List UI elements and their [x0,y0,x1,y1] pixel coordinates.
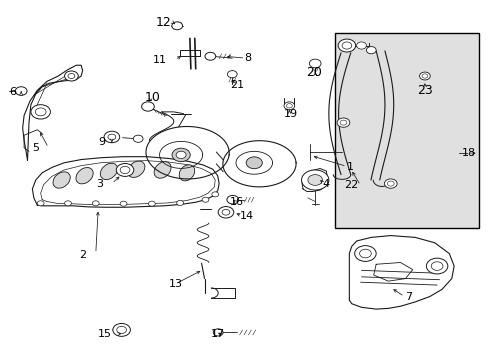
Text: 16: 16 [229,197,244,207]
Ellipse shape [127,161,144,177]
Circle shape [104,131,120,143]
Text: 21: 21 [229,80,244,90]
Circle shape [245,157,262,169]
Ellipse shape [76,167,93,184]
Text: 23: 23 [417,84,432,97]
Text: 17: 17 [210,329,224,339]
Circle shape [301,170,328,190]
Ellipse shape [154,162,171,178]
Circle shape [211,192,218,197]
Text: 2: 2 [79,250,86,260]
Circle shape [120,201,127,206]
Bar [334,33,478,228]
Text: 19: 19 [283,109,297,119]
Circle shape [92,201,99,206]
Text: 11: 11 [153,55,166,65]
Text: 5: 5 [32,143,40,153]
Text: 14: 14 [239,211,253,221]
Text: 15: 15 [98,329,112,339]
Circle shape [133,135,143,142]
Text: 8: 8 [244,53,251,63]
Text: 22: 22 [344,180,358,190]
Circle shape [339,120,346,125]
Text: 3: 3 [96,179,102,189]
Text: 7: 7 [405,292,412,302]
Circle shape [226,195,238,204]
Circle shape [213,329,223,336]
Circle shape [64,201,71,206]
Text: 12: 12 [156,16,171,29]
Circle shape [336,118,349,127]
Circle shape [37,201,44,206]
Circle shape [64,71,78,81]
Circle shape [120,166,130,174]
Circle shape [284,102,294,110]
Circle shape [354,246,375,261]
Circle shape [426,258,447,274]
Text: 9: 9 [98,138,105,147]
Circle shape [108,134,116,140]
Ellipse shape [100,163,117,180]
Circle shape [227,71,237,78]
Circle shape [430,262,442,270]
Circle shape [218,207,233,218]
Circle shape [337,39,355,52]
Circle shape [117,326,126,333]
Circle shape [142,102,154,111]
Circle shape [356,42,366,49]
Text: 18: 18 [461,148,475,158]
Circle shape [148,201,155,206]
Circle shape [341,42,351,49]
Circle shape [421,74,427,78]
Circle shape [366,46,375,54]
Circle shape [116,163,134,176]
Text: 20: 20 [305,66,321,79]
Circle shape [222,210,229,215]
Text: 13: 13 [168,279,183,289]
Circle shape [204,52,215,60]
Text: 1: 1 [346,162,353,172]
Circle shape [176,201,183,206]
Circle shape [171,22,182,30]
Circle shape [176,151,186,158]
Text: 4: 4 [322,179,329,189]
Text: 10: 10 [144,91,160,104]
Circle shape [113,323,130,336]
Ellipse shape [179,165,194,181]
Circle shape [307,175,322,185]
Circle shape [386,181,393,186]
Circle shape [419,72,429,80]
Circle shape [35,108,46,116]
Circle shape [172,148,190,162]
Circle shape [384,179,396,188]
Circle shape [68,73,75,78]
Ellipse shape [53,172,70,188]
Circle shape [31,105,50,119]
Circle shape [202,197,208,202]
Circle shape [309,59,321,68]
Text: 6: 6 [9,87,17,97]
Circle shape [15,87,27,95]
Circle shape [286,104,292,108]
Circle shape [359,249,370,258]
